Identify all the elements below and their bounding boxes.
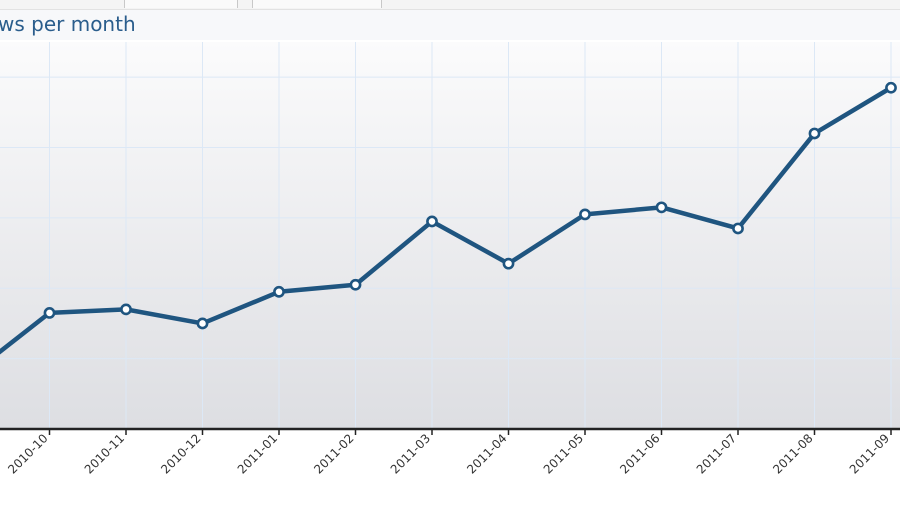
data-point[interactable] (732, 222, 744, 235)
data-point[interactable] (655, 201, 668, 214)
data-point[interactable] (349, 278, 362, 291)
data-point[interactable] (196, 317, 209, 330)
plot-area (0, 42, 900, 429)
data-point[interactable] (808, 127, 821, 140)
x-tick-label: 2011-01 (235, 431, 280, 476)
x-tick-label: 2011-09 (847, 431, 892, 476)
data-point[interactable] (885, 81, 897, 94)
data-point[interactable] (120, 303, 132, 316)
x-tick-label: 2011-05 (541, 431, 586, 476)
data-point[interactable] (579, 208, 591, 221)
data-point[interactable] (273, 285, 285, 298)
x-tick-label: 2010-10 (5, 431, 50, 476)
title-bar (0, 10, 900, 40)
data-point[interactable] (502, 257, 515, 270)
chart-title: ws per month (0, 12, 136, 36)
x-tick-label: 2010-12 (158, 431, 203, 476)
data-point[interactable] (426, 215, 438, 228)
top-strip (0, 0, 900, 10)
x-tick-label: 2011-07 (694, 431, 739, 476)
x-tick-label: 2011-04 (464, 431, 509, 476)
data-point[interactable] (43, 306, 56, 319)
tab[interactable] (252, 0, 382, 8)
x-tick-label: 2010-11 (82, 431, 127, 476)
x-tick-label: 2011-06 (617, 431, 662, 476)
x-tick-label: 2011-02 (311, 431, 356, 476)
x-tick-label: 2011-08 (770, 431, 815, 476)
tab[interactable] (124, 0, 238, 8)
x-tick-label: 2011-03 (388, 431, 433, 476)
